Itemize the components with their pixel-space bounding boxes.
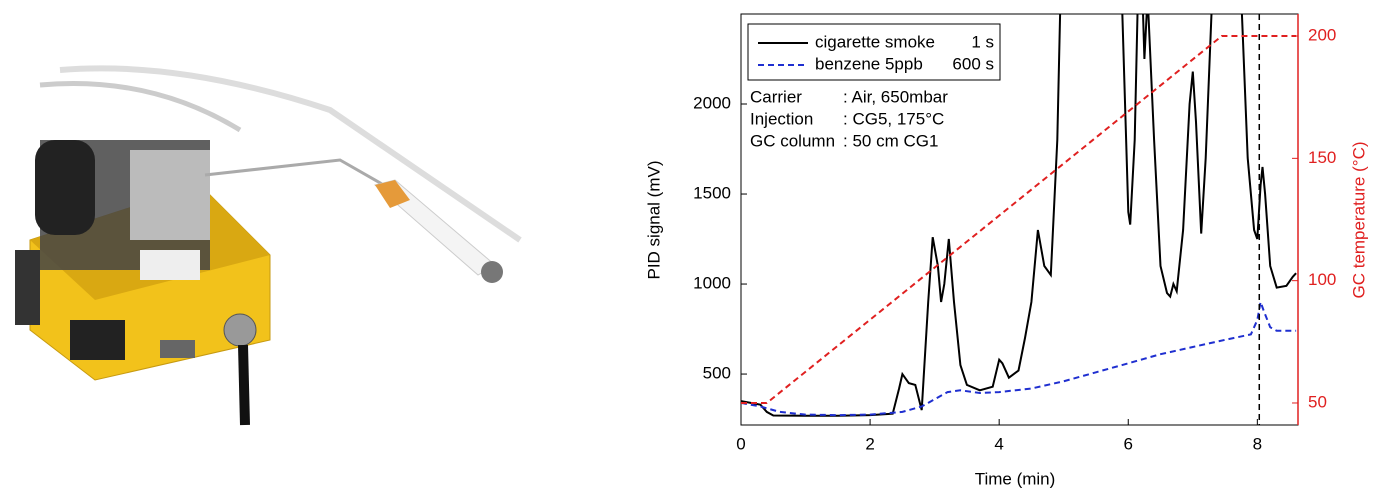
y2-axis-label: GC temperature (°C) (1349, 141, 1368, 298)
figure: Time (min) PID signal (mV) GC temperatur… (0, 0, 1373, 491)
x-tick-label: 6 (1124, 434, 1133, 453)
x-axis-label: Time (min) (975, 469, 1056, 488)
y-tick-label: 1500 (693, 184, 731, 203)
legend-note: 1 s (971, 32, 994, 51)
annotation-key: Carrier (750, 87, 802, 106)
y-tick-label: 1000 (693, 274, 731, 293)
legend-label: cigarette smoke (815, 32, 935, 51)
x-tick-label: 8 (1253, 434, 1262, 453)
x-tick-label: 2 (865, 434, 874, 453)
legend-label: benzene 5ppb (815, 54, 923, 73)
y-tick-label: 2000 (693, 93, 731, 112)
y2-tick-label: 100 (1308, 270, 1336, 289)
y-tick-label: 500 (703, 364, 731, 383)
legend-note: 600 s (952, 54, 994, 73)
y2-tick-label: 200 (1308, 26, 1336, 45)
series-line (741, 36, 1296, 403)
y-axis-label: PID signal (mV) (644, 160, 663, 279)
x-tick-label: 4 (994, 434, 1003, 453)
annotation-value: : Air, 650mbar (843, 87, 948, 106)
y2-tick-label: 50 (1308, 392, 1327, 411)
x-tick-label: 0 (736, 434, 745, 453)
annotation-value: : CG5, 175°C (843, 109, 944, 128)
y2-tick-label: 150 (1308, 148, 1336, 167)
series-line (741, 302, 1296, 415)
annotation-key: Injection (750, 109, 813, 128)
device-photo (15, 68, 520, 425)
annotation-key: GC column (750, 131, 835, 150)
annotation-value: : 50 cm CG1 (843, 131, 938, 150)
